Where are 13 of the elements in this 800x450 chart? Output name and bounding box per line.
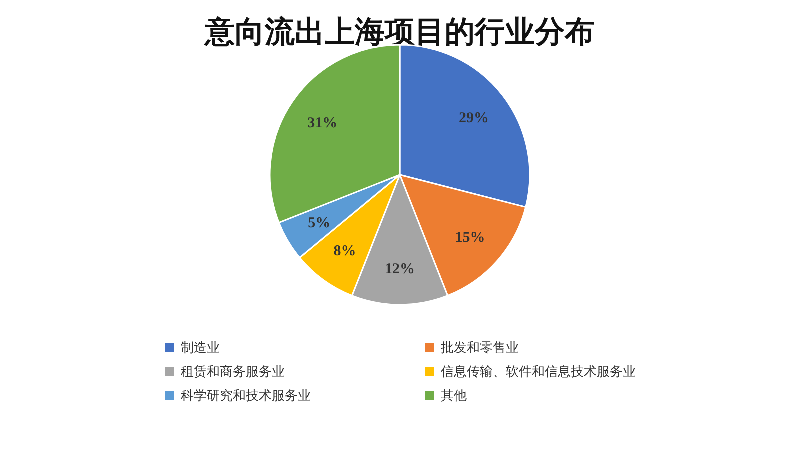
legend-label: 科学研究和技术服务业 bbox=[181, 389, 311, 404]
legend-label: 租赁和商务服务业 bbox=[181, 365, 285, 380]
data-label: 15% bbox=[455, 230, 486, 246]
data-label: 29% bbox=[458, 110, 489, 127]
chart-title: 意向流出上海项目的行业分布 bbox=[203, 15, 595, 50]
legend-label: 批发和零售业 bbox=[441, 341, 519, 356]
data-label: 31% bbox=[308, 115, 338, 132]
legend-label: 信息传输、软件和信息技术服务业 bbox=[441, 365, 636, 380]
data-label: 8% bbox=[334, 244, 356, 260]
data-label: 12% bbox=[385, 262, 415, 278]
data-label: 5% bbox=[308, 216, 331, 232]
legend-label: 其他 bbox=[441, 389, 467, 404]
legend-label: 制造业 bbox=[181, 341, 220, 356]
